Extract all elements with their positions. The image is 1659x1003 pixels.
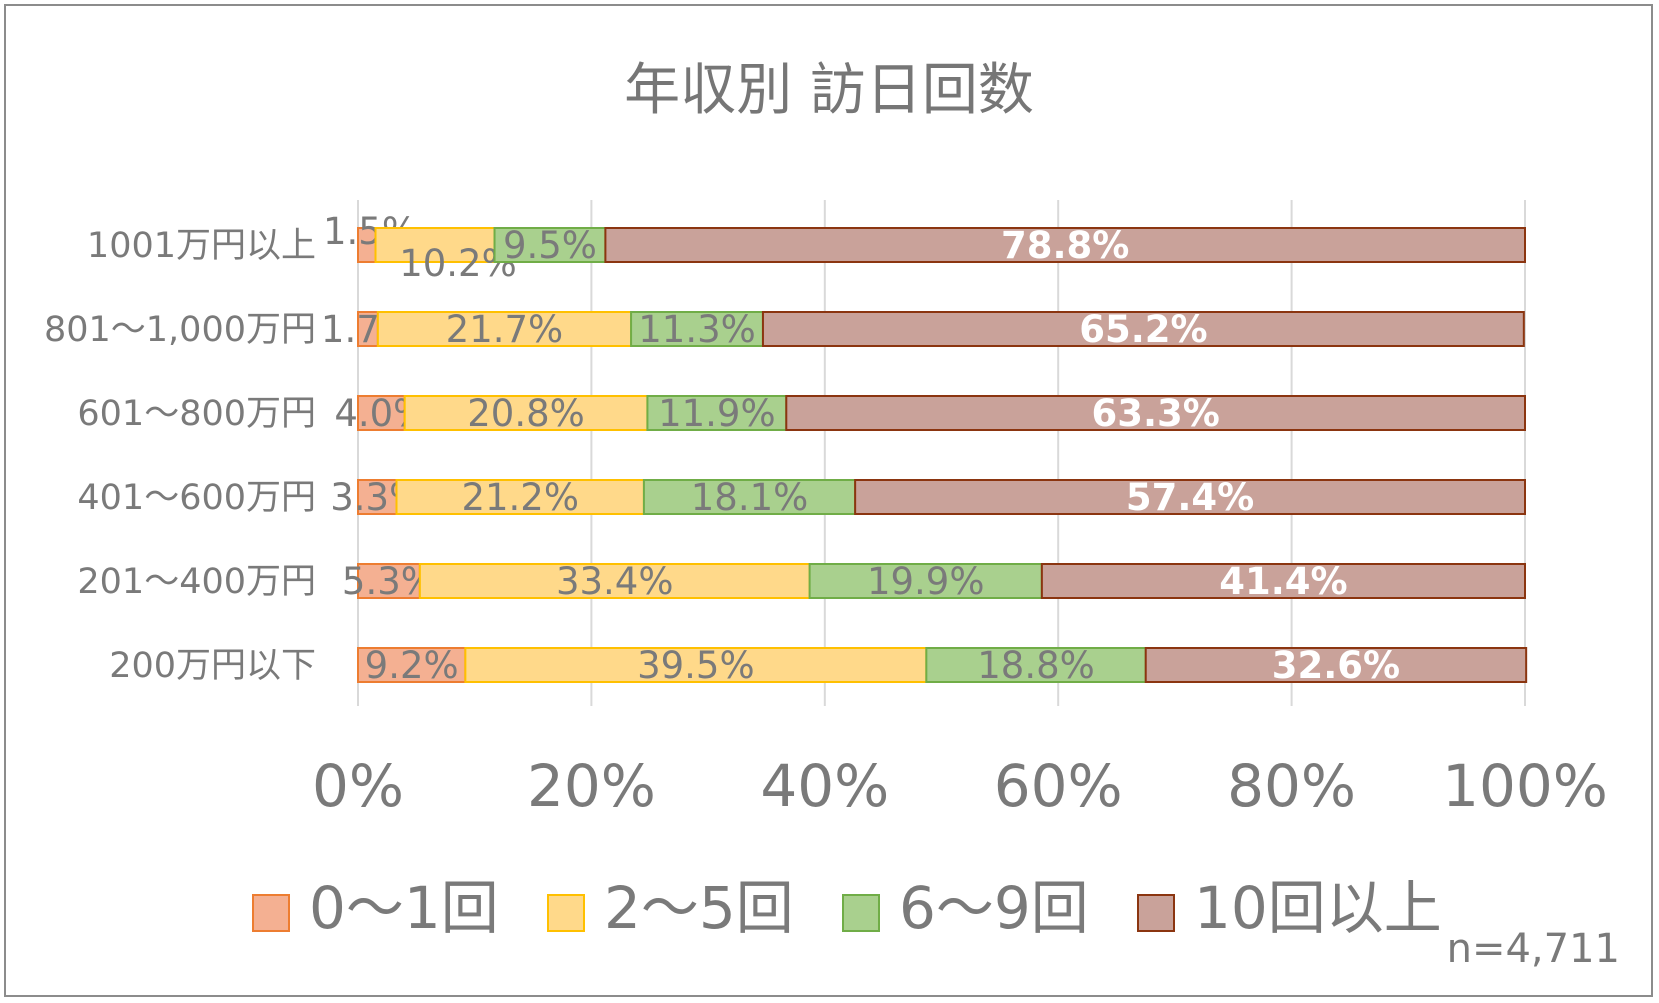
bar-segment <box>925 647 1147 683</box>
bar-segment <box>374 227 496 263</box>
data-label: 20.8% <box>467 392 585 435</box>
data-label: 21.2% <box>461 476 579 519</box>
chart-title: 年収別 訪日回数 <box>624 58 1034 123</box>
category-label: 801～1,000万円 <box>44 310 316 350</box>
legend-label: 6～9回 <box>899 874 1089 942</box>
data-label: 41.4% <box>1219 560 1347 603</box>
legend-label: 0～1回 <box>309 874 499 942</box>
bar-segment <box>642 479 857 515</box>
x-tick-label: 20% <box>527 752 656 820</box>
data-label: 11.3% <box>638 308 756 351</box>
category-label: 401～600万円 <box>77 478 316 518</box>
bar-segment <box>1040 563 1527 599</box>
data-label: 11.9% <box>658 392 776 435</box>
bar-segment <box>1144 647 1528 683</box>
category-label: 1001万円以上 <box>87 226 316 266</box>
data-label: 32.6% <box>1272 644 1400 687</box>
category-label: 601～800万円 <box>77 394 316 434</box>
legend-swatch <box>1137 894 1175 932</box>
bar-segment <box>646 395 788 431</box>
x-tick-labels: 0% 20% 40% 60% 80% 100% <box>312 752 1608 820</box>
category-label: 200万円以下 <box>109 646 316 686</box>
x-tick-label: 40% <box>760 752 889 820</box>
x-tick-label: 100% <box>1442 752 1608 820</box>
category-label: 201～400万円 <box>77 562 316 602</box>
legend-label: 2～5回 <box>604 874 794 942</box>
bar-segment <box>761 311 1525 347</box>
bar-segment <box>808 563 1043 599</box>
sample-size-note: n=4,711 <box>1447 926 1620 972</box>
data-label: 19.9% <box>867 560 985 603</box>
grid-lines <box>357 200 1526 706</box>
data-label: 21.7% <box>446 308 564 351</box>
bar-segment <box>403 395 649 431</box>
data-label: 18.8% <box>977 644 1095 687</box>
x-tick-label: 60% <box>994 752 1123 820</box>
data-label: 9.5% <box>503 224 597 267</box>
x-tick-label: 0% <box>312 752 404 820</box>
x-tick-label: 80% <box>1227 752 1356 820</box>
data-label: 9.2% <box>365 644 459 687</box>
legend-swatch <box>547 894 585 932</box>
bar-segment <box>464 647 928 683</box>
bar-segment <box>357 479 398 515</box>
bar-segment <box>376 311 633 347</box>
data-label: 57.4% <box>1126 476 1254 519</box>
legend: 0～1回 2～5回 6～9回 10回以上 <box>252 874 1442 942</box>
legend-label: 10回以上 <box>1194 874 1442 942</box>
data-label: 39.5% <box>637 644 755 687</box>
bar-segment <box>357 395 406 431</box>
data-label: 18.1% <box>691 476 809 519</box>
category-labels: 1001万円以上 801～1,000万円 601～800万円 401～600万円 201… <box>44 226 316 686</box>
bar-segment <box>604 227 1526 263</box>
data-label: 63.3% <box>1091 392 1219 435</box>
bars: 1.5%10.2%9.5% 78.8%1.7% 21.7% 11.3% 65.2%4.0… <box>321 210 1528 687</box>
bar-segment <box>493 227 607 263</box>
data-label: 78.8% <box>1001 224 1129 267</box>
legend-swatch <box>252 894 290 932</box>
bar-segment <box>630 311 764 347</box>
bar-segment <box>395 479 645 515</box>
legend-swatch <box>842 894 880 932</box>
bar-segment <box>854 479 1526 515</box>
bar-segment <box>785 395 1526 431</box>
data-label: 33.4% <box>556 560 674 603</box>
data-label: 65.2% <box>1079 308 1207 351</box>
